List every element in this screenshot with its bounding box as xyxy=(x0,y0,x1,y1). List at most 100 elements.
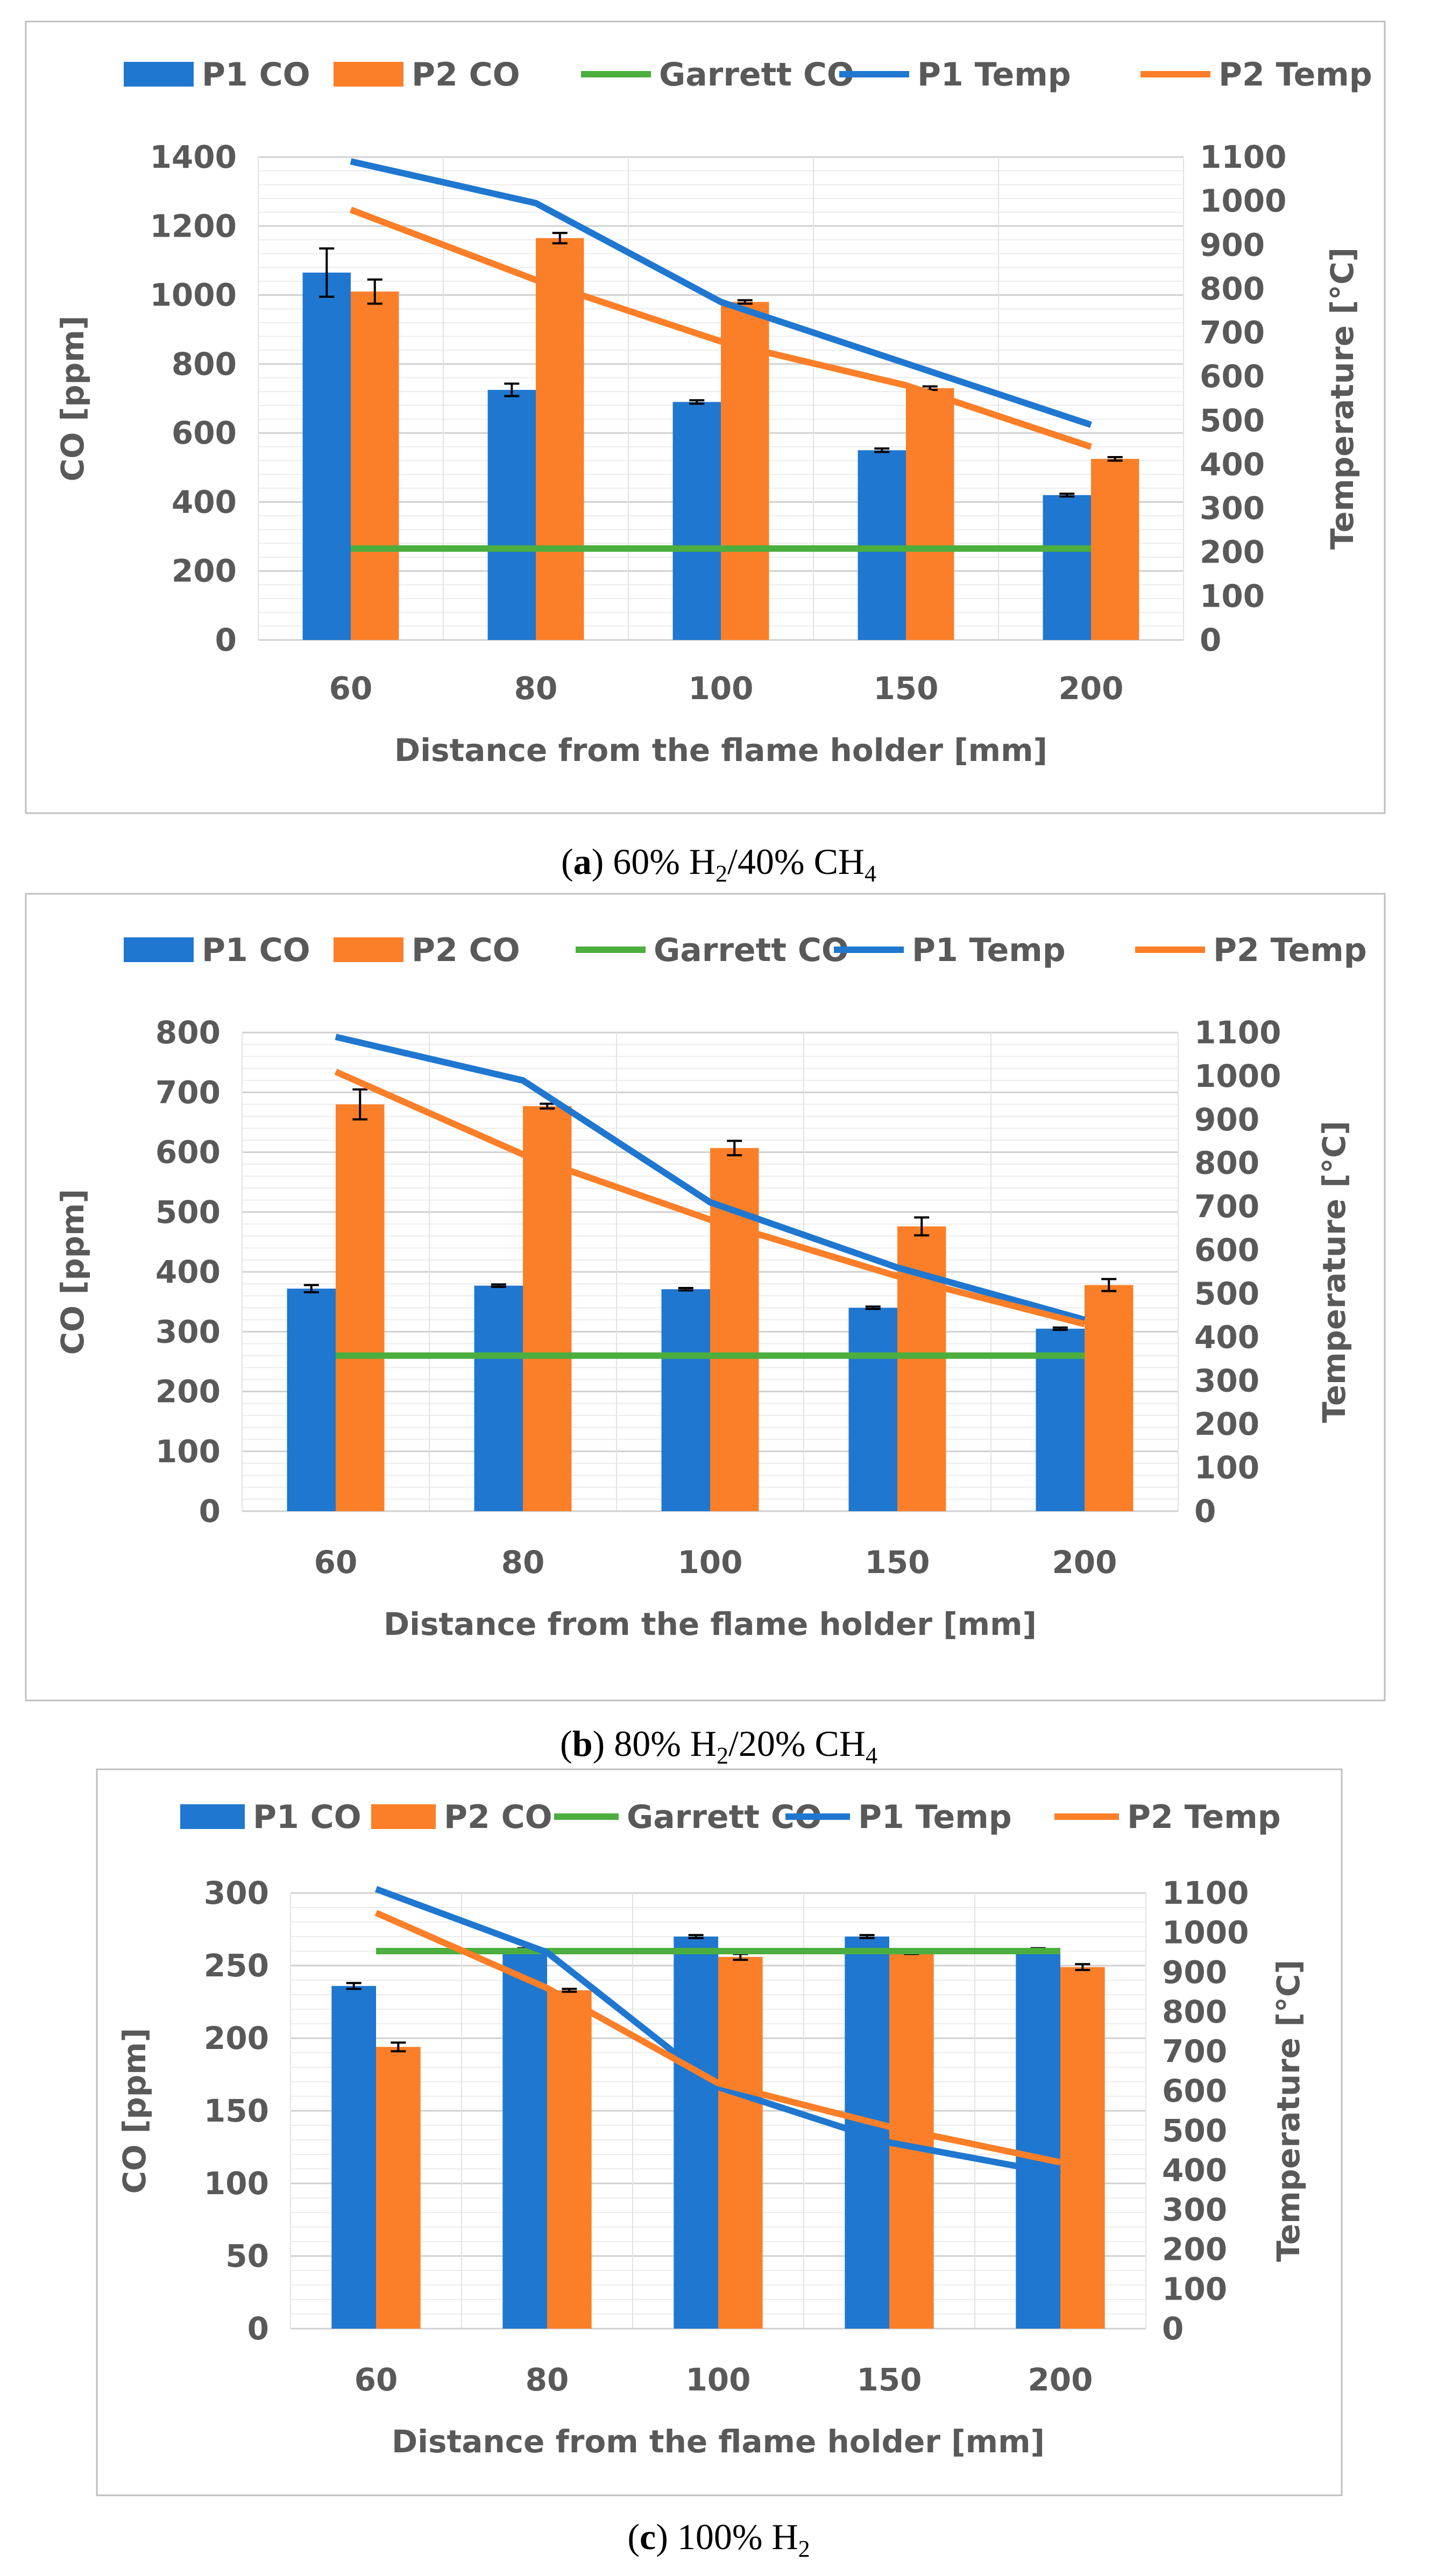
y2-tick-label: 0 xyxy=(1194,1493,1216,1529)
y2-tick-label: 400 xyxy=(1200,446,1265,482)
y2-tick-label: 500 xyxy=(1194,1275,1259,1312)
y-axis-title: CO [ppm] xyxy=(116,2028,153,2194)
legend-item: P2 Temp xyxy=(1135,931,1367,969)
bar xyxy=(1085,1285,1134,1511)
bar xyxy=(661,1289,710,1511)
bar xyxy=(536,238,584,640)
y-tick-label: 400 xyxy=(155,1254,221,1290)
legend-swatch xyxy=(180,1804,245,1829)
y2-tick-label: 600 xyxy=(1162,2073,1227,2109)
legend-item: Garrett CO xyxy=(581,56,854,94)
legend-swatch xyxy=(371,1804,436,1829)
line-series-p1-temp xyxy=(335,1034,1086,1323)
legend-label: P1 Temp xyxy=(858,1798,1012,1836)
legend-item: P2 CO xyxy=(334,56,520,94)
y-tick-label: 200 xyxy=(172,553,237,589)
x-tick-label: 200 xyxy=(1052,1544,1117,1581)
y2-tick-label: 800 xyxy=(1194,1145,1259,1182)
bar xyxy=(331,1986,376,2329)
bar xyxy=(1036,1328,1085,1511)
y-tick-label: 800 xyxy=(172,346,237,382)
y2-tick-label: 400 xyxy=(1162,2152,1227,2188)
legend-swatch xyxy=(124,62,194,87)
y-tick-label: 100 xyxy=(204,2165,269,2202)
x-tick-label: 150 xyxy=(865,1544,930,1581)
x-tick-label: 80 xyxy=(526,2361,569,2398)
legend-item: P1 CO xyxy=(180,1798,362,1836)
bar xyxy=(287,1289,336,1511)
legend-label: P1 Temp xyxy=(917,56,1071,94)
y2-tick-label: 1100 xyxy=(1194,1014,1281,1051)
x-tick-label: 100 xyxy=(685,2361,750,2398)
legend-item: P2 Temp xyxy=(1054,1798,1281,1836)
y2-tick-label: 600 xyxy=(1200,358,1265,395)
x-axis-title: Distance from the flame holder [mm] xyxy=(384,1606,1037,1642)
y2-tick-label: 200 xyxy=(1194,1406,1259,1442)
y2-tick-label: 1100 xyxy=(1162,1875,1249,1911)
x-tick-label: 80 xyxy=(514,670,558,707)
legend-item: P1 Temp xyxy=(834,931,1066,969)
x-tick-label: 60 xyxy=(355,2361,398,2398)
bar xyxy=(718,1956,763,2329)
y2-axis-title: Temperature [°C] xyxy=(1324,247,1361,550)
legend: P1 CO P2 CO Garrett CO P1 Temp P2 Temp xyxy=(124,56,1372,94)
y2-tick-label: 200 xyxy=(1200,534,1265,571)
legend-item: P1 Temp xyxy=(785,1798,1012,1836)
bar-series-p1-co xyxy=(287,1283,1085,1511)
bar xyxy=(523,1106,572,1511)
bar xyxy=(474,1285,523,1511)
y-tick-label: 300 xyxy=(155,1313,221,1350)
bar xyxy=(858,450,906,640)
y2-axis-title: Temperature [°C] xyxy=(1316,1121,1352,1423)
legend-label: P1 CO xyxy=(202,931,310,969)
legend-label: P2 CO xyxy=(412,931,520,969)
y-tick-label: 600 xyxy=(155,1134,221,1171)
y2-axis-title: Temperature [°C] xyxy=(1270,1960,1307,2262)
y2-tick-label: 200 xyxy=(1162,2231,1227,2268)
y2-tick-label: 300 xyxy=(1162,2191,1227,2228)
legend-item: P1 CO xyxy=(124,931,310,969)
y2-tick-label: 900 xyxy=(1162,1954,1227,1990)
legend-swatch xyxy=(334,62,403,87)
y-tick-label: 800 xyxy=(155,1014,221,1051)
x-tick-label: 150 xyxy=(873,670,938,707)
bar xyxy=(1091,459,1139,640)
y2-tick-label: 0 xyxy=(1162,2310,1184,2347)
legend-label: P2 Temp xyxy=(1219,56,1372,94)
x-tick-label: 200 xyxy=(1058,670,1123,707)
bar xyxy=(1043,495,1091,640)
legend-label: P2 CO xyxy=(444,1798,552,1836)
legend-label: P1 CO xyxy=(202,56,310,94)
y-tick-label: 1000 xyxy=(150,277,237,314)
bar xyxy=(889,1952,934,2329)
legend-label: P1 CO xyxy=(253,1798,362,1836)
bar-series-p1-co xyxy=(302,247,1091,641)
bar xyxy=(547,1990,592,2329)
bar xyxy=(906,388,954,640)
legend-item: P2 Temp xyxy=(1141,56,1372,94)
y-tick-label: 0 xyxy=(199,1493,221,1529)
line-series-p1-temp xyxy=(374,1886,1061,2177)
line-series-p2-temp xyxy=(334,1069,1086,1327)
y2-tick-label: 1000 xyxy=(1194,1058,1281,1094)
y2-tick-label: 100 xyxy=(1200,578,1265,614)
x-tick-label: 80 xyxy=(501,1544,545,1581)
bar xyxy=(1060,1967,1105,2329)
legend-item: P1 Temp xyxy=(839,56,1071,94)
y-axis-title: CO [ppm] xyxy=(54,316,91,482)
y2-tick-label: 800 xyxy=(1200,271,1265,307)
legend-label: P1 Temp xyxy=(912,931,1066,969)
x-tick-label: 60 xyxy=(314,1544,358,1581)
y2-tick-label: 500 xyxy=(1162,2112,1227,2149)
legend-item: P1 CO xyxy=(124,56,310,94)
bar xyxy=(674,1937,718,2329)
line-series-p1-temp xyxy=(350,158,1092,428)
chart-panel-b: 0 100 200 300 400 500 600 700 800 0 100 200 300 400 50… xyxy=(25,893,1386,1702)
y-tick-label: 1200 xyxy=(150,208,237,244)
y2-tick-label: 1100 xyxy=(1200,139,1286,175)
chart-panel-c: 0501001502002503000100200300400500600700… xyxy=(96,1768,1343,2496)
x-tick-label: 100 xyxy=(688,670,753,707)
bar xyxy=(336,1104,385,1511)
x-axis-title: Distance from the flame holder [mm] xyxy=(392,2423,1045,2460)
bar xyxy=(721,302,769,640)
